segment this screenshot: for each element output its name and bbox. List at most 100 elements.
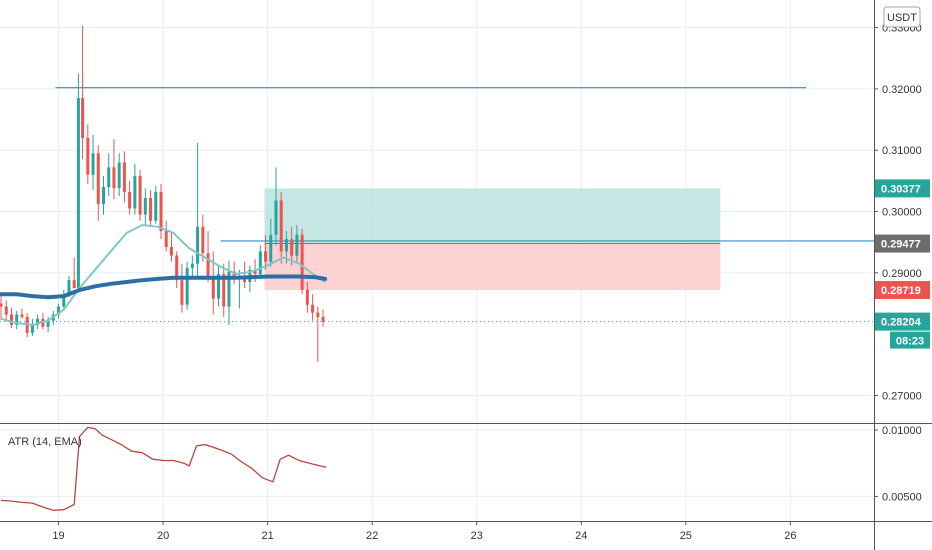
price-tag: 0.28719 [875, 281, 930, 300]
candle-body [86, 137, 90, 175]
candle [185, 261, 189, 310]
candle-body [264, 251, 268, 262]
candle-body [227, 271, 231, 307]
price-axis-label: 0.30000 [882, 207, 922, 219]
candle [138, 169, 142, 221]
countdown-background [890, 331, 930, 349]
candle-body [169, 247, 173, 256]
candle [117, 153, 121, 197]
time-axis-label: 21 [262, 530, 274, 542]
candle-body [222, 274, 226, 307]
time-axis-label: 26 [784, 530, 796, 542]
candle-body [180, 280, 184, 305]
candle [206, 231, 210, 282]
candle [91, 134, 95, 191]
candle [321, 309, 325, 327]
candle [222, 263, 226, 317]
time-axis-label: 20 [157, 530, 169, 542]
candle [10, 307, 13, 328]
candle-body [295, 234, 299, 256]
price-tags: 0.30377 0.29477 0.28719 0.28204 08:23 [875, 179, 930, 349]
candle-body [211, 277, 215, 299]
candle-body [300, 234, 304, 290]
candle [180, 263, 184, 313]
price-axis-label: 0.32000 [882, 84, 922, 96]
price-axis-label: 0.29000 [882, 268, 922, 280]
candle [169, 231, 173, 262]
candle [72, 257, 76, 289]
candle-body [279, 200, 283, 252]
candle-body [175, 255, 179, 281]
candle-body [149, 198, 153, 221]
candle [190, 255, 194, 278]
atr-axis-label: 0.00500 [882, 491, 922, 503]
candle-body [159, 191, 163, 232]
atr-line [0, 426, 327, 512]
candle [62, 289, 66, 310]
atr-indicator [0, 426, 327, 512]
time-axis[interactable]: 19 20 21 22 23 24 25 26 [52, 521, 796, 542]
candle [102, 175, 105, 215]
candle [15, 310, 19, 330]
candle [122, 151, 126, 203]
candle [149, 190, 153, 227]
moving-averages [0, 223, 328, 326]
time-axis-label: 25 [680, 530, 692, 542]
candle-body [164, 231, 168, 248]
price-tag: 0.28204 [875, 312, 930, 331]
candle-body [96, 153, 100, 205]
price-axis[interactable]: 0.330000.320000.310000.300000.290000.270… [874, 23, 922, 504]
candle-body [72, 280, 76, 289]
candle [4, 300, 8, 322]
time-axis-label: 24 [575, 530, 587, 542]
candle [112, 139, 116, 200]
candle-body [15, 314, 19, 325]
candle [217, 266, 220, 307]
candle [81, 25, 85, 160]
target-zone[interactable] [264, 188, 721, 244]
candle-body [311, 304, 315, 313]
candle-body [143, 198, 147, 215]
slow-moving-average [0, 274, 328, 300]
candle [164, 220, 168, 252]
fast-moving-average [0, 223, 326, 326]
candle-body [4, 306, 8, 315]
candle-body [284, 239, 288, 252]
candle-body [201, 226, 205, 254]
candle [143, 188, 147, 225]
price-tag-label: 0.30377 [881, 183, 921, 195]
candle [305, 282, 309, 313]
candle [86, 124, 90, 184]
currency-badge-label: USDT [887, 12, 917, 24]
price-tag-background [875, 281, 930, 300]
price-tag-background [875, 312, 930, 331]
atr-indicator-label[interactable]: ATR (14, EMA) [8, 436, 82, 448]
candle [295, 224, 299, 262]
position-zone[interactable] [264, 188, 721, 291]
currency-badge[interactable]: USDT [883, 6, 921, 28]
candle-body [91, 153, 95, 175]
stop-zone[interactable] [264, 243, 721, 291]
price-tag-background [875, 179, 930, 198]
candle-body [57, 306, 61, 315]
candle [96, 145, 100, 221]
countdown-tag: 08:23 [890, 331, 930, 349]
candle-body [0, 303, 3, 307]
candle [154, 185, 158, 224]
candle-body [102, 186, 105, 205]
candle-body [138, 175, 142, 215]
candle [258, 245, 262, 279]
candle [316, 306, 320, 362]
price-tag: 0.29477 [875, 234, 930, 253]
candle-body [290, 239, 294, 256]
candle [274, 167, 278, 246]
candle [290, 226, 294, 266]
candle-body [316, 312, 320, 317]
candle [201, 214, 205, 262]
horizontal-levels[interactable] [0, 87, 874, 323]
candle-body [36, 318, 40, 325]
candle [264, 234, 268, 270]
candle [311, 294, 315, 321]
